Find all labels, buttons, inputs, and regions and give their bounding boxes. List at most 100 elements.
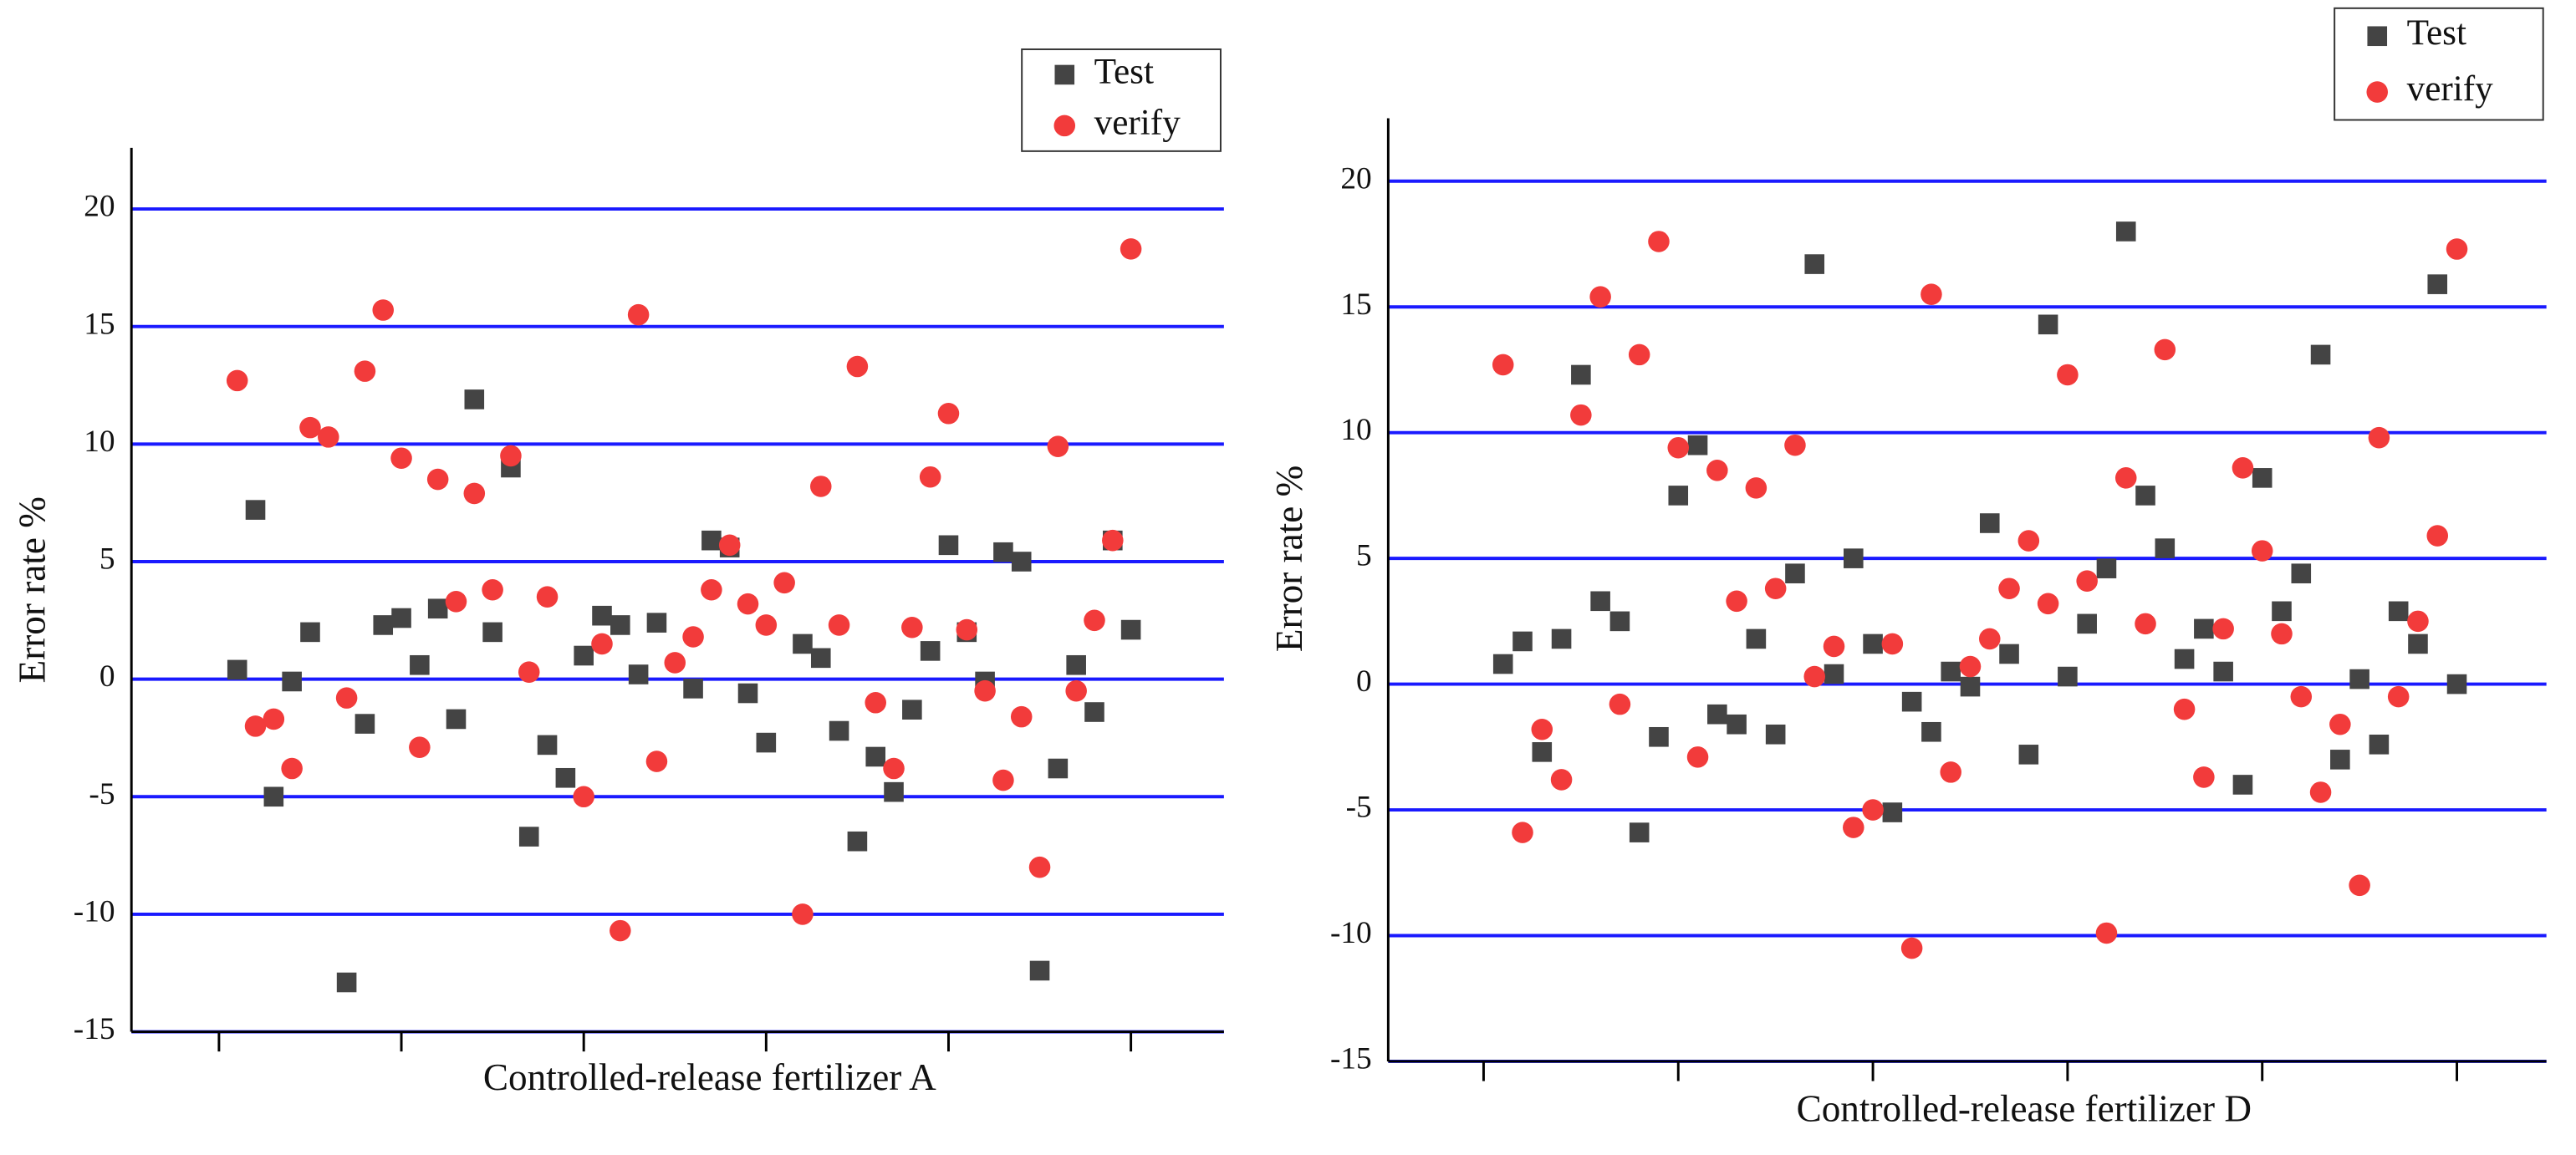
verify-point	[1823, 635, 1845, 658]
verify-point	[755, 614, 778, 636]
verify-point	[1764, 578, 1787, 600]
test-point	[2135, 486, 2155, 506]
verify-point	[463, 482, 486, 505]
verify-point	[1512, 822, 1533, 843]
test-point	[391, 608, 411, 628]
test-point	[701, 530, 722, 551]
verify-point	[974, 679, 996, 702]
test-point	[1785, 563, 1805, 583]
verify-point	[1492, 354, 1514, 376]
test-point	[373, 615, 394, 635]
test-point	[2408, 633, 2428, 654]
test-point	[1921, 721, 1941, 742]
y-tick-label: 20	[84, 190, 115, 224]
test-point	[1512, 631, 1533, 652]
test-point	[884, 781, 904, 802]
verify-point	[500, 445, 522, 467]
verify-point	[2426, 525, 2449, 547]
verify-point	[2290, 685, 2313, 708]
test-point	[482, 622, 502, 643]
test-point	[2427, 274, 2448, 294]
y-tick-label: -10	[74, 894, 115, 929]
verify-point	[664, 652, 686, 674]
test-point	[938, 535, 959, 556]
test-point	[2155, 538, 2176, 558]
verify-point	[1978, 628, 2001, 650]
test-point	[1746, 628, 1767, 649]
verify-point	[901, 616, 923, 639]
test-point	[2018, 745, 2039, 765]
verify-point	[335, 687, 358, 709]
verify-point	[773, 572, 795, 594]
test-point	[1824, 664, 1844, 684]
verify-point	[610, 919, 631, 942]
y-tick-label: 15	[1340, 287, 1371, 322]
test-point	[1590, 591, 1610, 612]
verify-point	[2446, 238, 2468, 260]
verify-point	[409, 736, 431, 758]
test-point	[1882, 802, 1903, 822]
y-tick-label: -5	[1346, 791, 1372, 825]
verify-point	[937, 403, 960, 425]
test-point	[518, 827, 539, 847]
test-point	[1029, 960, 1050, 981]
verify-point	[701, 578, 722, 601]
verify-point	[1065, 679, 1087, 702]
test-point	[2174, 649, 2195, 669]
test-point	[1571, 364, 1591, 385]
verify-point	[1084, 609, 1105, 632]
test-point	[1844, 548, 1864, 568]
test-point	[847, 831, 868, 852]
verify-point	[1648, 231, 1670, 252]
verify-point	[956, 618, 978, 641]
verify-point	[226, 369, 248, 392]
verify-point	[2271, 623, 2293, 645]
test-point	[2272, 601, 2292, 622]
y-tick-label: -10	[1330, 916, 1372, 950]
verify-point	[828, 614, 850, 636]
test-point	[410, 654, 430, 675]
legend-marker	[1053, 114, 1076, 137]
test-point	[829, 720, 849, 741]
test-point	[464, 389, 485, 410]
verify-point	[482, 578, 503, 601]
verify-point	[1531, 718, 1553, 740]
legend-marker	[2367, 26, 2388, 47]
verify-point	[846, 355, 869, 378]
test-point	[1727, 714, 1747, 735]
verify-point	[1900, 937, 1923, 959]
test-point	[282, 671, 302, 692]
test-point	[1649, 726, 1669, 747]
test-point	[446, 709, 467, 730]
y-tick-label: 5	[1356, 539, 1372, 573]
test-point	[2446, 674, 2467, 695]
test-point	[628, 664, 649, 684]
test-point	[355, 714, 375, 734]
verify-point	[2154, 338, 2176, 361]
test-point	[2252, 468, 2272, 488]
verify-point	[1028, 856, 1051, 878]
test-point	[2310, 344, 2331, 365]
verify-point	[1745, 477, 1767, 499]
test-point	[1629, 822, 1650, 842]
y-tick-label: 15	[84, 307, 115, 341]
test-point	[1492, 654, 1513, 674]
verify-point	[992, 769, 1014, 791]
verify-point	[1609, 693, 1631, 715]
verify-point	[1959, 655, 1982, 678]
verify-point	[1667, 436, 1690, 459]
test-point	[2232, 775, 2253, 795]
test-point	[810, 648, 831, 669]
verify-point	[445, 591, 467, 613]
test-point	[2115, 221, 2136, 242]
verify-point	[2193, 766, 2215, 788]
verify-point	[810, 476, 832, 497]
test-point	[2330, 750, 2350, 770]
verify-point	[2232, 457, 2254, 479]
test-point	[610, 615, 630, 635]
test-point	[1120, 619, 1141, 640]
x-axis-label: Controlled-release fertilizer A	[483, 1056, 936, 1098]
verify-point	[883, 757, 905, 780]
verify-point	[1550, 769, 1573, 791]
